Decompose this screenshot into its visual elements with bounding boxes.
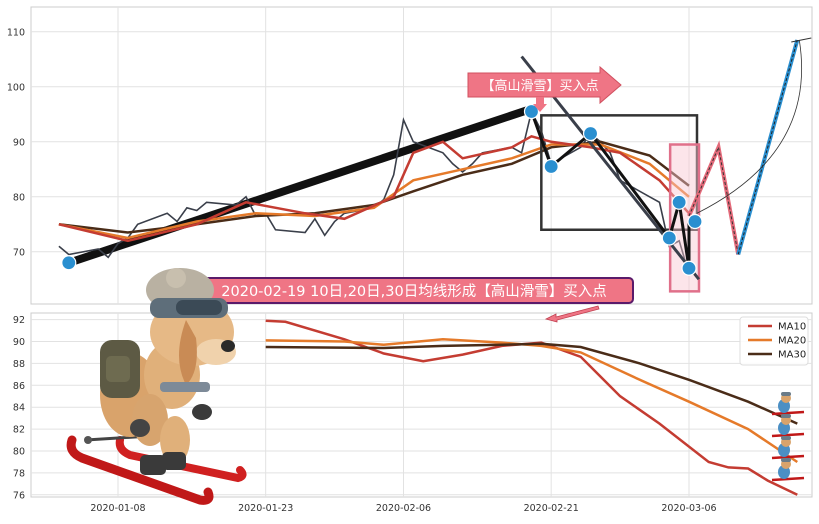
price-y-tick-1: 80	[13, 192, 25, 203]
x-tick-label-4: 2020-03-06	[661, 503, 716, 514]
mini-skier-icon-0	[771, 392, 805, 416]
buy-point-down-arrow	[533, 97, 547, 112]
legend-label-ma30: MA30	[778, 350, 806, 361]
pattern-dot-4	[661, 230, 677, 246]
mini-skier-icon-3	[771, 458, 805, 482]
projection-curve	[696, 39, 803, 214]
pattern-dot-6	[681, 260, 697, 276]
price-y-tick-3: 100	[7, 82, 25, 93]
ma-series-line-ma30	[265, 342, 798, 425]
ma-series-line-ma20	[265, 338, 798, 464]
ma-y-tick-6: 88	[13, 359, 25, 370]
x-tick-label-3: 2020-02-21	[524, 503, 579, 514]
pattern-box	[540, 114, 699, 231]
mini-skier-ski-2	[771, 454, 805, 460]
buy-point-label: 【高山滑雪】买入点	[481, 78, 598, 94]
ma-series	[265, 319, 798, 496]
pattern-dot-0	[61, 255, 77, 271]
legend-label-ma20: MA20	[778, 336, 806, 347]
x-ticks: 2020-01-08 2020-01-23 2020-02-06 2020-02-21…	[90, 503, 716, 514]
x-tick-label-0: 2020-01-08	[90, 503, 145, 514]
pattern-dot-7	[687, 213, 703, 230]
mini-skier-hat-1	[781, 414, 791, 418]
pattern-dot-1	[523, 103, 540, 120]
annotation-arrow	[544, 305, 600, 323]
pattern-dot-3	[582, 125, 599, 142]
mini-skier-hat-2	[781, 436, 791, 440]
ma-y-tick-1: 78	[13, 468, 25, 479]
skiing-dog-icon	[66, 268, 247, 505]
projection-tip	[791, 37, 812, 43]
ma-y-tick-7: 90	[13, 337, 25, 348]
ma-y-ticks: 76 78 80 82 84 86 88 90 92	[13, 315, 25, 501]
price-y-tick-2: 90	[13, 137, 25, 148]
ma-y-tick-8: 92	[13, 315, 25, 326]
mini-skier-icons	[771, 392, 805, 482]
price-y-ticks: 70 80 90 100 110	[7, 27, 25, 258]
ma-y-tick-0: 76	[13, 490, 25, 501]
projection-blue-dash	[737, 39, 798, 255]
annotation-text: 2020-02-19 10日,20日,30日均线形成【高山滑雪】买入点	[221, 283, 606, 300]
mini-skier-icon-1	[771, 414, 805, 438]
projection-red-dash	[688, 145, 739, 255]
pattern-dot-5	[671, 194, 687, 210]
mini-skier-ski-1	[771, 432, 805, 438]
ma-y-tick-3: 82	[13, 425, 25, 436]
buy-point-marker: 【高山滑雪】买入点	[467, 65, 622, 112]
legend-label-ma10: MA10	[778, 322, 806, 333]
pattern-dot-2	[543, 158, 559, 175]
x-tick-label-2: 2020-02-06	[376, 503, 431, 514]
price-y-tick-4: 110	[7, 27, 25, 38]
ma-y-tick-4: 84	[13, 403, 25, 414]
buy-point-arrow-shape	[467, 65, 622, 105]
mini-skier-icon-2	[771, 436, 805, 460]
x-tick-label-1: 2020-01-23	[238, 503, 293, 514]
ma-y-tick-2: 80	[13, 447, 25, 458]
price-panel	[30, 6, 813, 305]
mini-skier-hat-3	[781, 458, 791, 462]
price-y-tick-0: 70	[13, 247, 25, 258]
mini-skier-ski-0	[771, 410, 805, 416]
ma-y-tick-5: 86	[13, 381, 25, 392]
mini-skier-ski-3	[771, 476, 805, 482]
mini-skier-hat-0	[781, 392, 791, 396]
annotation: 2020-02-19 10日,20日,30日均线形成【高山滑雪】买入点	[195, 277, 634, 323]
price-ma10-line	[58, 134, 690, 243]
legend: MA10 MA20 MA30	[739, 316, 809, 366]
